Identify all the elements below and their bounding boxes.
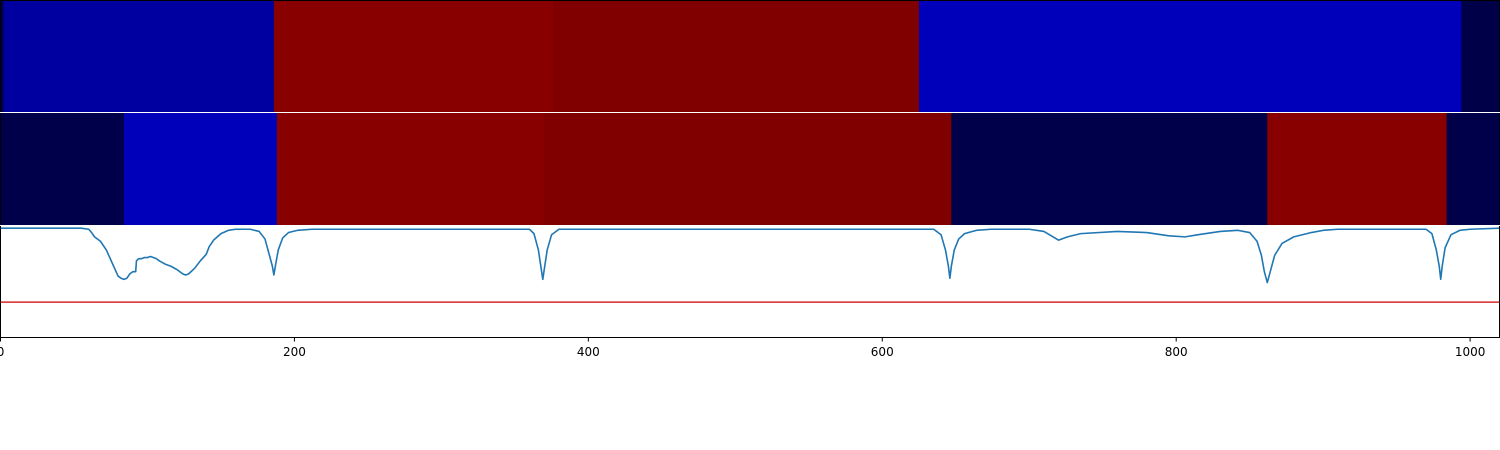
track-2-segment-5	[951, 113, 1267, 225]
track-2-segment-6	[1267, 113, 1447, 225]
track-2-segment-2	[124, 113, 277, 225]
signal-panel	[0, 226, 1500, 338]
track-2-segment-3	[277, 113, 545, 225]
track-2-segment-1	[1, 113, 125, 225]
track-2-segment-4	[544, 113, 952, 225]
track-1-segment-2	[3, 1, 274, 112]
x-tick-label: 400	[577, 345, 600, 359]
track-2-segment-7	[1447, 113, 1500, 225]
track-1-segment-5	[919, 1, 1462, 112]
track-1-segment-4	[553, 1, 919, 112]
x-tick-label: 200	[283, 345, 306, 359]
track-1-segment-3	[274, 1, 554, 112]
x-tick-label: 800	[1165, 345, 1188, 359]
x-tick-label: 1000	[1455, 345, 1486, 359]
x-tick-label: 0	[0, 345, 4, 359]
track-1-segment-6	[1461, 1, 1500, 112]
signal-background	[1, 226, 1500, 337]
x-tick-label: 600	[871, 345, 894, 359]
x-axis: 0 200 400 600 800 1000	[0, 338, 1485, 360]
track-1-segment-1	[1, 1, 4, 112]
